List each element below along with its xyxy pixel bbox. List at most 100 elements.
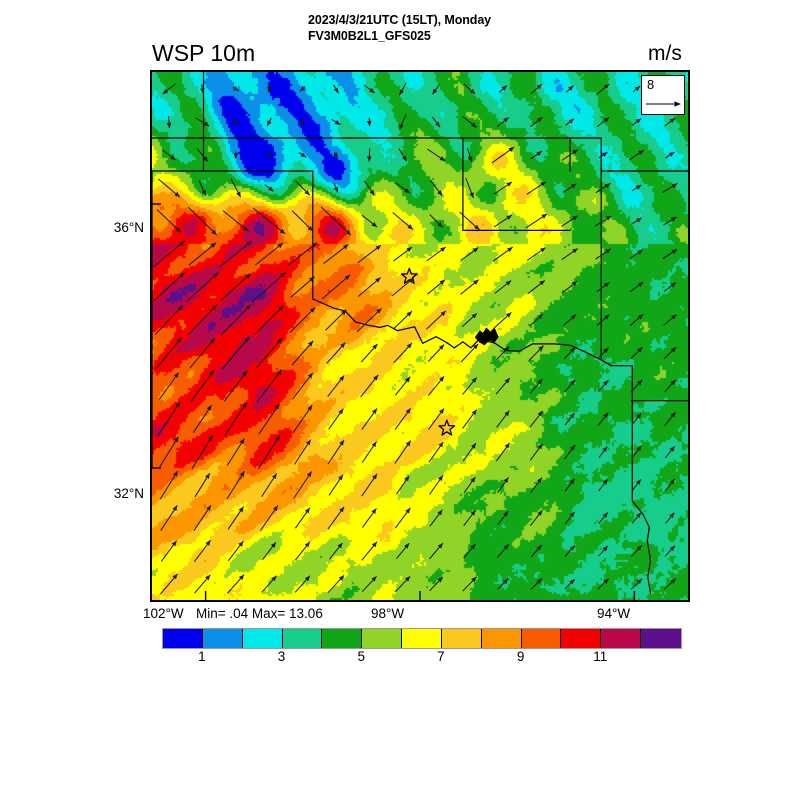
- wind-arrow-shaft: [255, 242, 284, 266]
- wind-arrow-head: [334, 120, 341, 125]
- page-title: WSP 10m: [152, 40, 256, 66]
- colorbar-segment-1: [202, 629, 243, 648]
- wind-arrow-head: [471, 377, 477, 383]
- wind-arrow-head: [537, 477, 542, 484]
- wind-arrow-head: [635, 479, 641, 485]
- wind-arrow-head: [440, 310, 446, 317]
- wind-vector-field: [153, 82, 678, 595]
- wind-arrow-head: [470, 477, 476, 483]
- wind-arrow-head: [239, 438, 245, 445]
- wind-arrow-head: [369, 189, 375, 196]
- wind-arrow-head: [669, 118, 676, 124]
- wind-arrow-shaft: [256, 369, 283, 403]
- wind-arrow-head: [338, 575, 344, 581]
- wind-arrow-head: [503, 477, 509, 483]
- wind-arrow-shaft: [256, 337, 283, 369]
- wind-arrow-head: [179, 272, 185, 278]
- wind-arrow-head: [439, 156, 446, 161]
- wind-arrow-head: [405, 440, 411, 447]
- wind-arrow-head: [501, 85, 507, 91]
- wind-arrow-head: [440, 247, 446, 252]
- wind-arrow-shaft: [188, 242, 217, 266]
- colorbar-tick-11: 11: [593, 649, 608, 664]
- wind-arrow-head: [404, 475, 410, 482]
- wind-arrow-head: [506, 182, 512, 187]
- wind-arrow-head: [239, 471, 245, 477]
- wind-arrow-head: [233, 86, 239, 91]
- wind-arrow-head: [243, 226, 249, 232]
- wind-arrow-head: [304, 541, 310, 548]
- wind-arrow-head: [371, 508, 377, 514]
- wind-arrow-shaft: [192, 405, 212, 433]
- wind-arrow-head: [605, 183, 611, 188]
- wind-arrow-head: [469, 88, 476, 94]
- wind-arrow-head: [401, 155, 407, 162]
- wind-arrow-head: [636, 512, 642, 518]
- wind-arrow-head: [471, 122, 477, 128]
- wind-arrow-head: [470, 510, 476, 516]
- wind-arrow-head: [406, 343, 412, 349]
- wind-arrow-head: [266, 152, 271, 159]
- wind-speed-heatmap-layer: [152, 72, 688, 600]
- colorbar-tick-9: 9: [516, 649, 525, 664]
- wind-arrow-head: [572, 215, 578, 221]
- wind-arrow-head: [406, 311, 412, 317]
- wind-arrow-head: [504, 346, 510, 352]
- wind-arrow-head: [162, 89, 169, 94]
- wind-arrow-head: [537, 443, 543, 450]
- wind-arrow-head: [305, 439, 311, 446]
- wind-arrow-head: [537, 117, 543, 123]
- wind-arrow-head: [569, 478, 575, 485]
- wind-arrow-head: [503, 117, 509, 123]
- border-tx-ar-la: [610, 365, 633, 469]
- wind-arrow-shaft: [187, 304, 218, 336]
- wind-arrow-head: [338, 408, 344, 415]
- wind-arrow-head: [304, 575, 310, 582]
- wind-arrow-head: [173, 372, 179, 378]
- wind-arrow-head: [277, 243, 283, 249]
- wind-arrow-head: [537, 379, 543, 385]
- colorbar-segment-10: [561, 629, 602, 648]
- wind-arrow-head: [272, 473, 277, 479]
- wind-arrow-head: [536, 578, 542, 584]
- wind-arrow-head: [208, 435, 213, 441]
- wind-speed-map[interactable]: 8: [150, 70, 690, 602]
- wind-arrow-head: [333, 87, 339, 94]
- colorbar[interactable]: [162, 628, 682, 649]
- station-star-south[interactable]: [438, 419, 456, 436]
- wind-arrow-head: [242, 370, 248, 377]
- wind-arrow-head: [569, 579, 575, 585]
- colorbar-segment-11: [601, 629, 642, 648]
- wind-arrow-head: [245, 273, 251, 279]
- lon-tick-label-2: 94°W: [597, 606, 631, 621]
- wind-arrow-head: [669, 446, 675, 452]
- colorbar-tick-3: 3: [277, 649, 286, 664]
- colorbar-segment-9: [521, 629, 562, 648]
- wind-arrow-head: [333, 186, 338, 193]
- wind-arrow-head: [570, 314, 577, 320]
- wind-arrow-head: [605, 248, 611, 254]
- wind-arrow-shaft: [220, 304, 252, 336]
- wind-arrow-head: [209, 369, 215, 376]
- colorbar-segment-5: [362, 629, 403, 648]
- wind-arrow-head: [408, 277, 414, 283]
- wind-arrow-head: [267, 120, 272, 127]
- border-tx-la: [631, 467, 652, 595]
- wind-arrow-head: [309, 307, 316, 313]
- wind-arrow-shaft: [219, 240, 253, 268]
- wind-arrow-head: [469, 192, 474, 198]
- wind-arrow-head: [603, 117, 610, 123]
- wind-arrow-head: [339, 375, 345, 381]
- wind-arrow-head: [304, 189, 310, 196]
- wind-arrow-head: [473, 279, 479, 285]
- wind-arrow-head: [372, 408, 377, 414]
- wind-arrow-head: [601, 152, 608, 157]
- wind-arrow-head: [333, 152, 338, 159]
- wind-arrow-head: [275, 435, 280, 441]
- wind-arrow-head: [536, 151, 542, 156]
- wind-arrow-head: [338, 474, 343, 481]
- wind-arrow-shaft: [252, 207, 286, 235]
- wind-arrow-head: [274, 403, 280, 410]
- wind-arrow-shaft: [187, 206, 217, 236]
